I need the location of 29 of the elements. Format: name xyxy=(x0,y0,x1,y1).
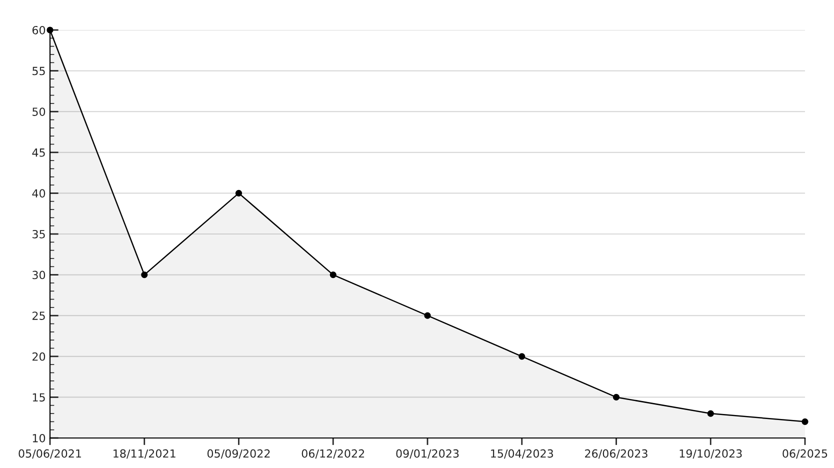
x-tick-label: 05/06/2021 xyxy=(18,449,81,459)
y-tick-label: 15 xyxy=(32,393,45,402)
y-tick-label: 10 xyxy=(32,434,46,442)
x-tick-label: 06/12/2022 xyxy=(302,449,364,459)
y-tick-label: 30 xyxy=(32,270,46,280)
x-tick-label: 06/2025 xyxy=(782,449,828,459)
point xyxy=(235,190,242,196)
y-tick-label: 35 xyxy=(32,230,45,238)
x-tick-label: 18/11/2021 xyxy=(114,449,176,459)
x-tick-label: 09/01/2023 xyxy=(396,449,459,459)
point xyxy=(518,353,526,360)
y-tick-label: 45 xyxy=(32,148,45,157)
point xyxy=(424,312,431,319)
point xyxy=(802,418,808,425)
x-tick-label: 26/06/2023 xyxy=(585,449,648,459)
x-tick-label: 15/04/2023 xyxy=(491,449,554,459)
point xyxy=(707,410,714,417)
y-tick-label: 50 xyxy=(32,108,46,116)
y-tick-label: 20 xyxy=(32,352,46,361)
x-tick-label: 19/10/2023 xyxy=(680,449,742,459)
point xyxy=(612,394,620,400)
point xyxy=(330,272,336,278)
point xyxy=(46,26,54,34)
y-tick-label: 60 xyxy=(32,26,46,34)
point xyxy=(141,272,148,278)
y-tick-label: 40 xyxy=(32,189,46,198)
y-tick-label: 55 xyxy=(32,66,45,76)
y-tick-label: 25 xyxy=(32,312,45,320)
x-tick-label: 05/09/2022 xyxy=(207,449,270,459)
